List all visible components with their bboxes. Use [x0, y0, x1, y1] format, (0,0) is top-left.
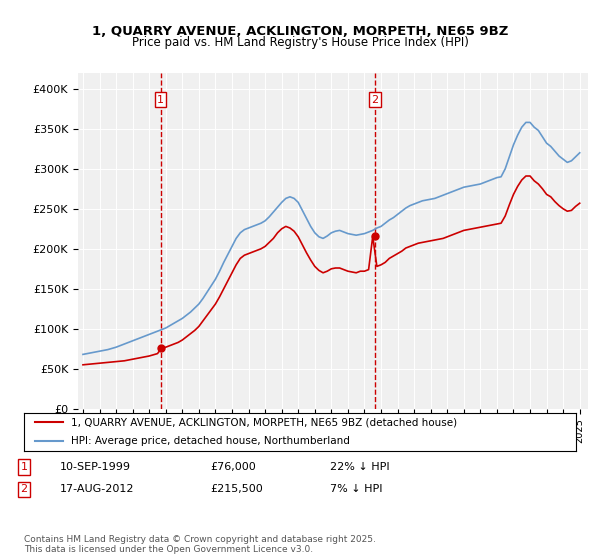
Text: 2: 2 — [371, 95, 378, 105]
Text: 17-AUG-2012: 17-AUG-2012 — [60, 484, 134, 494]
Text: HPI: Average price, detached house, Northumberland: HPI: Average price, detached house, Nort… — [71, 436, 350, 446]
Text: £76,000: £76,000 — [210, 462, 256, 472]
Text: Price paid vs. HM Land Registry's House Price Index (HPI): Price paid vs. HM Land Registry's House … — [131, 36, 469, 49]
Text: 1, QUARRY AVENUE, ACKLINGTON, MORPETH, NE65 9BZ (detached house): 1, QUARRY AVENUE, ACKLINGTON, MORPETH, N… — [71, 417, 457, 427]
Text: £215,500: £215,500 — [210, 484, 263, 494]
Text: 1, QUARRY AVENUE, ACKLINGTON, MORPETH, NE65 9BZ: 1, QUARRY AVENUE, ACKLINGTON, MORPETH, N… — [92, 25, 508, 38]
Text: 7% ↓ HPI: 7% ↓ HPI — [330, 484, 383, 494]
Text: 1: 1 — [157, 95, 164, 105]
Text: 2: 2 — [20, 484, 28, 494]
Text: Contains HM Land Registry data © Crown copyright and database right 2025.
This d: Contains HM Land Registry data © Crown c… — [24, 535, 376, 554]
Text: 1: 1 — [20, 462, 28, 472]
Text: 10-SEP-1999: 10-SEP-1999 — [60, 462, 131, 472]
Text: 22% ↓ HPI: 22% ↓ HPI — [330, 462, 389, 472]
